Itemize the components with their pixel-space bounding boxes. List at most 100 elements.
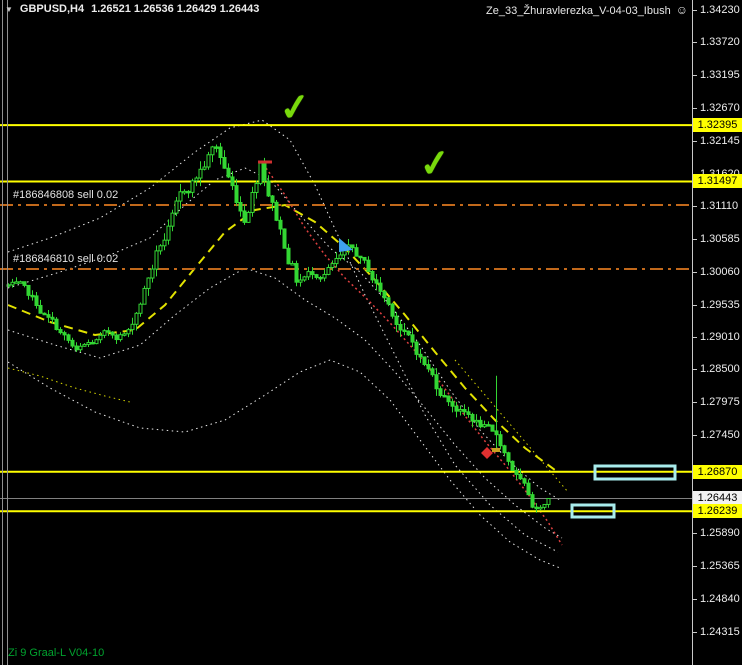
candle-body (278, 219, 283, 230)
candle-body (438, 388, 443, 396)
axis-price-label[interactable]: 1.25365 (700, 560, 740, 573)
axis-tick-mark (692, 435, 697, 437)
candle-body (234, 185, 239, 203)
candle-body (146, 277, 151, 289)
candle-body (222, 157, 227, 169)
candle-body (446, 395, 451, 403)
candle-body (378, 282, 383, 292)
blue-arrow-marker[interactable] (339, 238, 353, 252)
candle-body (326, 267, 331, 275)
signal-rectangle[interactable] (570, 503, 616, 519)
candle-body (270, 195, 275, 203)
candle-body (350, 244, 355, 249)
candle-body (126, 329, 131, 335)
axis-price-label[interactable]: 1.27975 (700, 396, 740, 409)
axis-tick-mark (692, 205, 697, 207)
candle-body (82, 343, 87, 347)
signal-rectangle[interactable] (593, 464, 677, 481)
axis-price-label[interactable]: 1.28500 (700, 363, 740, 376)
axis-highlight-label[interactable]: 1.26239 (693, 504, 742, 519)
candle-body (298, 279, 303, 283)
candle-body (522, 478, 527, 484)
candle-body (110, 331, 115, 336)
candle-body (54, 318, 59, 331)
axis-price-label[interactable]: 1.24315 (700, 625, 740, 638)
axis-price-label[interactable]: 1.30060 (700, 265, 740, 278)
candle-body (162, 239, 167, 247)
candle-body (382, 290, 387, 299)
axis-price-label[interactable]: 1.27450 (700, 429, 740, 442)
axis-price-label[interactable]: 1.34230 (700, 4, 740, 16)
axis-price-label[interactable]: 1.29010 (700, 331, 740, 344)
candle-body (502, 445, 507, 454)
candle-body (398, 323, 403, 331)
axis-highlight-label[interactable]: 1.31497 (693, 174, 742, 189)
envelope-inner-upper (7, 167, 561, 501)
axis-highlight-label[interactable]: 1.32395 (693, 118, 742, 133)
axis-tick-mark (692, 74, 697, 76)
green-check-icon[interactable]: ✓ (277, 85, 313, 130)
axis-price-label[interactable]: 1.32670 (700, 101, 740, 114)
candle-body (194, 177, 199, 182)
axis-highlight-label[interactable]: 1.26443 (693, 491, 742, 506)
candle-body (306, 271, 311, 278)
candle-body (30, 294, 35, 298)
order-label-sell-1[interactable]: #186846808 sell 0.02 (13, 188, 119, 201)
candle-body (478, 419, 483, 428)
candle-body (238, 201, 243, 212)
candle-body (494, 430, 499, 436)
axis-price-label[interactable]: 1.25890 (700, 527, 740, 540)
candle-body (262, 162, 267, 182)
candle-body (230, 176, 235, 187)
candle-body (358, 255, 363, 259)
axis-price-label[interactable]: 1.32145 (700, 134, 740, 147)
axis-price-label[interactable]: 1.30585 (700, 232, 740, 245)
candle-body (442, 394, 447, 398)
candle-body (406, 330, 411, 336)
axis-price-label[interactable]: 1.33720 (700, 35, 740, 48)
candle-body (46, 314, 51, 318)
ma-yellow-dashed (7, 203, 556, 471)
candle-body (10, 281, 15, 286)
envelope-outer-lower (7, 359, 561, 569)
candle-body (198, 168, 203, 179)
symbol-ohlc-line: ▼ GBPUSD,H4 1.26521 1.26536 1.26429 1.26… (5, 3, 259, 15)
axis-separator-line (692, 0, 693, 665)
axis-tick-mark (692, 41, 697, 43)
axis-price-label[interactable]: 1.33195 (700, 68, 740, 81)
axis-price-label[interactable]: 1.24840 (700, 593, 740, 606)
candle-body (190, 180, 195, 193)
candle-body (210, 146, 215, 156)
axis-tick-mark (692, 599, 697, 601)
axis-highlight-label[interactable]: 1.26870 (693, 464, 742, 479)
red-diamond-marker[interactable] (481, 447, 493, 459)
candle-body (130, 323, 135, 331)
candle-body (310, 271, 315, 276)
axis-price-label[interactable]: 1.31110 (700, 199, 739, 212)
axis-tick-mark (692, 271, 697, 273)
candle-body (290, 263, 295, 266)
candle-body (258, 162, 263, 185)
candle-body (138, 303, 143, 314)
candle-body (26, 284, 31, 296)
green-check-icon[interactable]: ✓ (417, 141, 453, 186)
candle-body (14, 281, 19, 284)
candle-body (518, 473, 523, 480)
axis-price-label[interactable]: 1.29535 (700, 298, 740, 311)
chevron-down-icon[interactable]: ▼ (5, 4, 13, 14)
axis-tick-mark (692, 238, 697, 240)
candle-body (426, 364, 431, 370)
candle-body (266, 180, 271, 197)
candle-body (22, 281, 27, 286)
candle-body (542, 503, 547, 508)
candle-body (286, 247, 291, 265)
candle-body (114, 334, 119, 341)
gold-dash-marker (492, 448, 500, 452)
candle-body (206, 154, 211, 168)
candle-body (314, 274, 319, 278)
candle-body (182, 190, 187, 194)
order-label-sell-2[interactable]: #186846810 sell 0.02 (13, 252, 119, 265)
candle-body (514, 469, 519, 475)
